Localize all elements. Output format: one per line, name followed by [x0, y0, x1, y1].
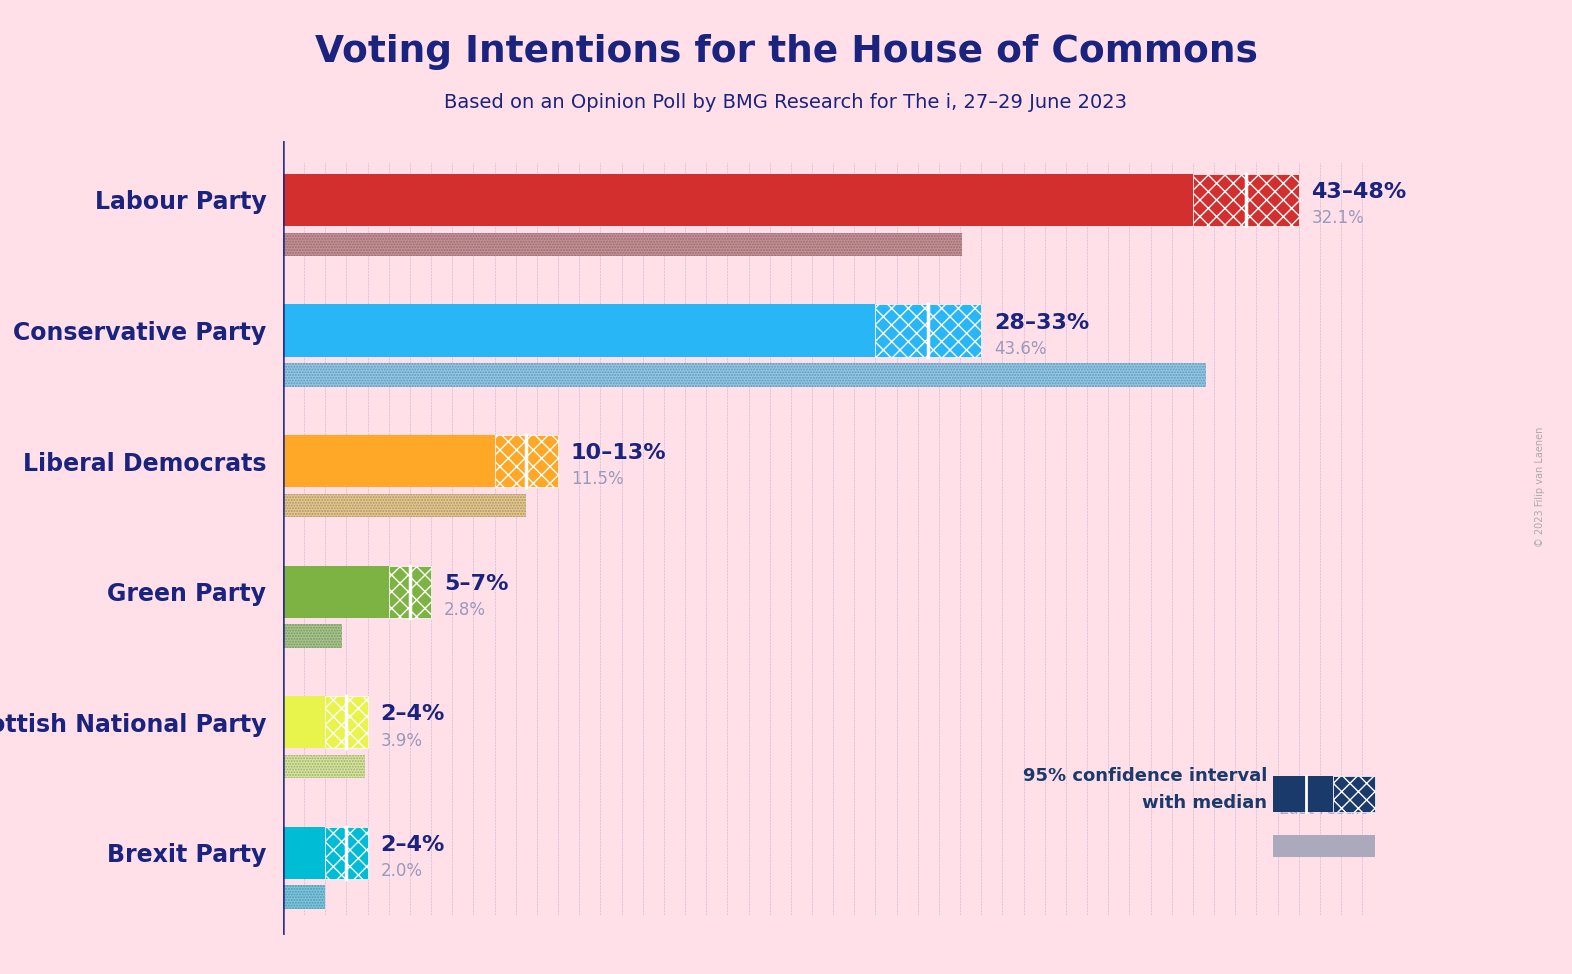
Bar: [283, 696, 325, 748]
Text: Voting Intentions for the House of Commons: Voting Intentions for the House of Commo…: [314, 34, 1258, 70]
Bar: [1193, 174, 1298, 226]
Bar: [283, 233, 962, 256]
Bar: [283, 233, 962, 256]
Text: Last result: Last result: [1281, 800, 1368, 817]
Bar: [283, 885, 325, 909]
Bar: [388, 566, 431, 618]
Bar: [283, 827, 325, 879]
Text: Based on an Opinion Poll by BMG Research for The i, 27–29 June 2023: Based on an Opinion Poll by BMG Research…: [445, 93, 1127, 112]
Text: 3.9%: 3.9%: [380, 731, 423, 750]
Bar: [283, 566, 388, 618]
Text: 5–7%: 5–7%: [443, 574, 508, 594]
Bar: [1273, 775, 1333, 812]
Bar: [283, 363, 1206, 387]
Text: 10–13%: 10–13%: [571, 443, 667, 464]
Text: 28–33%: 28–33%: [994, 313, 1089, 333]
Bar: [1333, 775, 1376, 812]
Bar: [283, 494, 527, 517]
Bar: [876, 305, 981, 356]
Text: 32.1%: 32.1%: [1311, 209, 1364, 227]
Bar: [495, 435, 558, 487]
Text: 2.0%: 2.0%: [380, 862, 423, 880]
Text: 11.5%: 11.5%: [571, 470, 624, 488]
Text: 43–48%: 43–48%: [1311, 182, 1407, 203]
Text: 43.6%: 43.6%: [994, 340, 1047, 357]
Bar: [283, 885, 325, 909]
Bar: [283, 305, 876, 356]
Text: © 2023 Filip van Laenen: © 2023 Filip van Laenen: [1536, 427, 1545, 547]
Bar: [325, 696, 368, 748]
Bar: [283, 624, 343, 648]
Bar: [283, 363, 1206, 387]
Text: with median: with median: [1141, 794, 1267, 812]
Text: 2–4%: 2–4%: [380, 704, 445, 725]
Bar: [325, 827, 368, 879]
Bar: [1273, 836, 1376, 857]
Text: 2.8%: 2.8%: [443, 601, 486, 618]
Text: 95% confidence interval: 95% confidence interval: [1023, 767, 1267, 785]
Bar: [283, 174, 1193, 226]
Bar: [283, 494, 527, 517]
Bar: [283, 624, 343, 648]
Text: 2–4%: 2–4%: [380, 835, 445, 855]
Bar: [283, 755, 365, 778]
Bar: [283, 755, 365, 778]
Bar: [283, 435, 495, 487]
